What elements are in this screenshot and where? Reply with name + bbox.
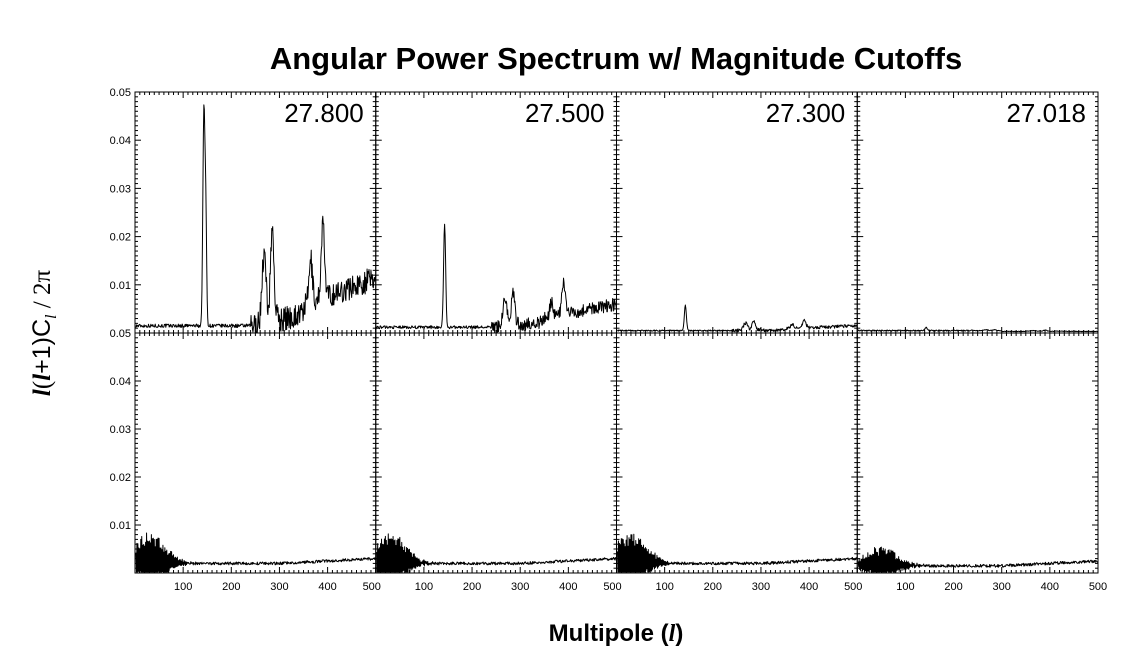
panel-bottom-1: [134, 332, 377, 574]
x-tick-label: 200: [463, 581, 481, 593]
x-axis-label-close: ): [675, 620, 683, 647]
magnitude-cutoff-label: 27.500: [525, 98, 605, 128]
x-tick-label: 100: [896, 581, 914, 593]
x-tick-label: 300: [511, 581, 529, 593]
panel-frame: [856, 91, 1099, 334]
spectrum-line: [376, 533, 617, 573]
magnitude-cutoff-label: 27.300: [766, 98, 846, 128]
x-tick-label: 100: [415, 581, 433, 593]
panels-grid: 0.01 0.02 0.03 0.04 0.05 27.800 27.500 27.300 27…: [110, 87, 1108, 593]
x-tick-label: 200: [944, 581, 962, 593]
spectrum-line: [135, 104, 377, 334]
x-tick-label: 100: [655, 581, 673, 593]
y-tick-label: 0.05: [110, 87, 131, 99]
y-tick-label: 0.01: [110, 280, 131, 292]
x-tick-label: 400: [1041, 581, 1059, 593]
x-tick-label: 200: [704, 581, 722, 593]
panel-frame: [616, 332, 858, 574]
panel-top-3: [616, 91, 858, 334]
panel-frame: [375, 91, 617, 334]
y-axis-label-part5: / 2π: [29, 270, 56, 315]
x-tick-label: 400: [800, 581, 818, 593]
x-tick-label: 500: [1089, 581, 1107, 593]
y-tick-label: 0.03: [110, 183, 131, 195]
y-tick-label: 0.04: [110, 135, 131, 147]
x-axis-label-var: l: [669, 621, 676, 647]
panel-frame: [134, 91, 377, 334]
panel-bottom-3: [616, 332, 858, 574]
y-axis-label-part2: (: [29, 381, 56, 389]
spectrum-line: [616, 533, 858, 573]
x-tick-label: 500: [363, 581, 381, 593]
spectrum-line: [857, 326, 1099, 333]
panel-frame: [134, 332, 377, 574]
x-tick-label: 400: [318, 581, 336, 593]
x-tick-label: 500: [844, 581, 862, 593]
y-tick-label: 0.02: [110, 232, 131, 244]
y-axis-label-part4: +1)C: [28, 319, 56, 374]
panel-top-2: [375, 91, 617, 334]
spectrum-line: [135, 532, 377, 573]
y-axis-label-part1: l: [29, 389, 56, 396]
x-axis-label-main: Multipole (: [549, 620, 669, 647]
chart-title: Angular Power Spectrum w/ Magnitude Cuto…: [270, 41, 962, 76]
x-tick-label: 300: [752, 581, 770, 593]
x-tick-label: 100: [174, 581, 192, 593]
x-tick-label: 300: [993, 581, 1011, 593]
panel-frame: [616, 91, 858, 334]
x-axis-label: Multipole (l): [549, 620, 684, 647]
y-axis-label-sub: l: [43, 314, 60, 319]
magnitude-cutoff-label: 27.800: [284, 98, 364, 128]
x-tick-label: 200: [222, 581, 240, 593]
panel-top-1: [134, 91, 377, 334]
magnitude-cutoff-label: 27.018: [1006, 98, 1086, 128]
y-axis-label-part3: l: [29, 374, 56, 381]
y-tick-label: 0.02: [110, 472, 131, 484]
panel-top-4: [856, 91, 1099, 334]
panel-frame: [375, 332, 617, 574]
panel-bottom-2: [375, 332, 617, 574]
spectrum-line: [617, 304, 858, 333]
panel-frame: [856, 332, 1099, 574]
y-tick-label: 0.03: [110, 424, 131, 436]
y-tick-label: 0.01: [110, 520, 131, 532]
spectrum-line: [857, 546, 1099, 573]
panel-bottom-4: [856, 332, 1099, 574]
x-tick-label: 300: [270, 581, 288, 593]
x-tick-label: 500: [603, 581, 621, 593]
spectrum-line: [376, 223, 617, 334]
y-axis-label: l(l+1)Cl / 2π: [28, 270, 60, 397]
y-tick-label: 0.05: [110, 328, 131, 340]
x-tick-label: 400: [559, 581, 577, 593]
y-tick-label: 0.04: [110, 376, 131, 388]
